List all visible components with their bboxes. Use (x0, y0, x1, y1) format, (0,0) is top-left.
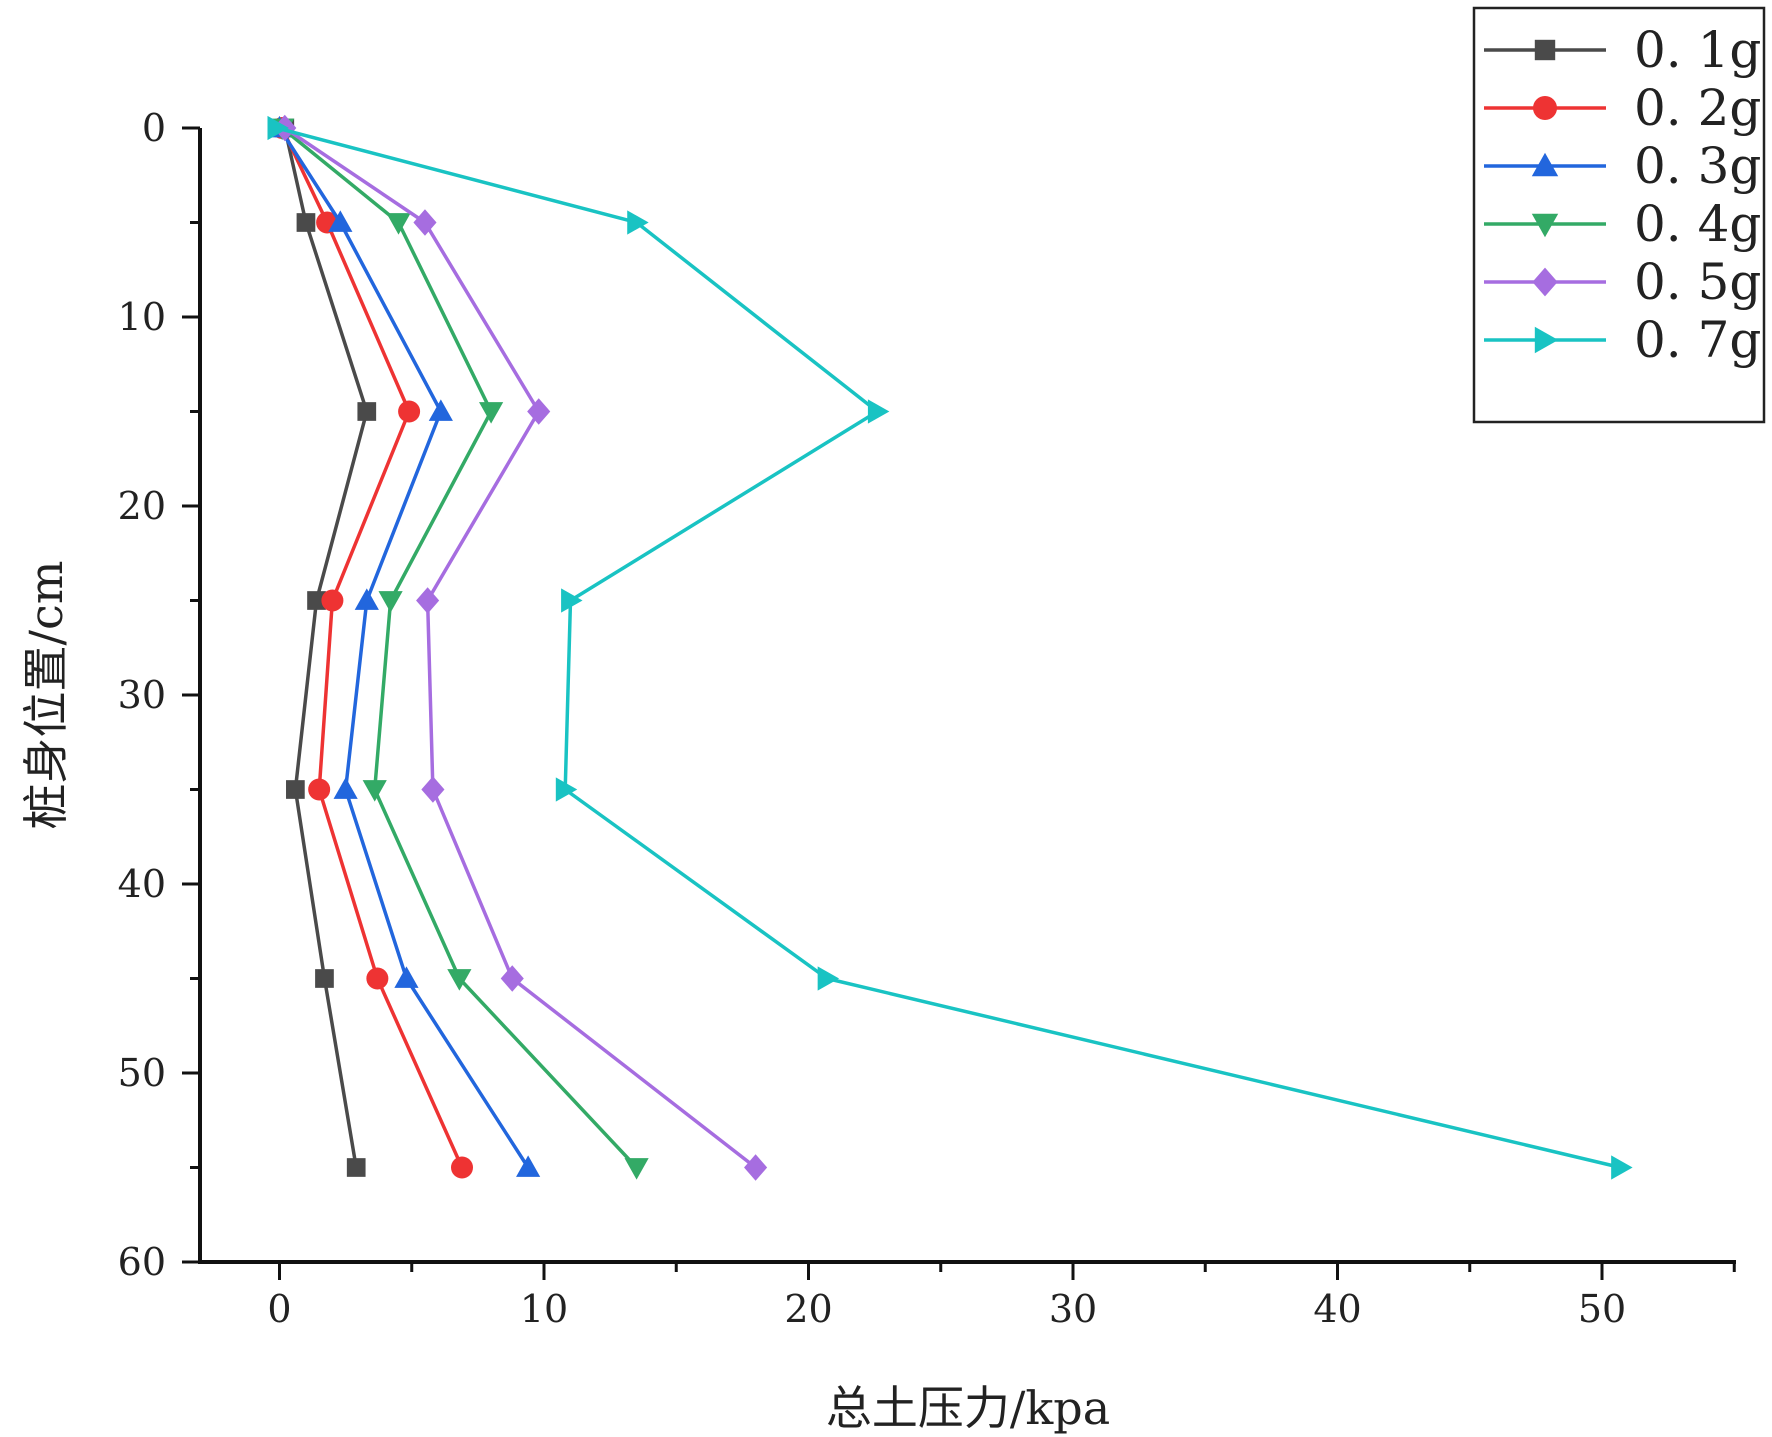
series-2-point-3 (354, 588, 379, 610)
legend-label-0: 0. 1g (1634, 21, 1761, 79)
series-2-point-4 (333, 777, 358, 799)
series-5-point-3 (561, 588, 583, 613)
legend-label-4: 0. 5g (1634, 253, 1761, 311)
series-2-point-2 (428, 399, 453, 421)
legend-item-4: 0. 5g (1484, 253, 1761, 311)
legend-item-3: 0. 4g (1484, 195, 1761, 253)
y-tick-label-10: 10 (118, 295, 166, 339)
series-5-point-2 (867, 399, 890, 424)
series-0-point-2 (357, 402, 377, 421)
series-1 (271, 117, 474, 1179)
series-line-5 (276, 126, 1621, 1170)
legend-marker-0 (1534, 39, 1556, 61)
legend-label-1: 0. 2g (1634, 79, 1761, 137)
series-3-point-3 (378, 591, 403, 613)
series-line-3 (280, 126, 638, 1169)
legend-item-2: 0. 3g (1484, 137, 1761, 195)
y-axis-title: 桩身位置/cm (19, 561, 73, 830)
legend-label-5: 0. 7g (1634, 311, 1761, 369)
x-tick-label-0: 0 (267, 1287, 291, 1331)
series-1-point-3 (321, 589, 344, 612)
series-0-point-6 (346, 1158, 366, 1177)
x-axis-title: 总土压力/kpa (826, 1381, 1110, 1435)
x-tick-label-40: 40 (1313, 1287, 1361, 1331)
series-2-point-5 (394, 966, 419, 988)
series-lines (267, 114, 1633, 1181)
x-tick-label-20: 20 (784, 1287, 832, 1331)
series-1-point-4 (308, 778, 331, 801)
series-4-point-1 (413, 209, 437, 236)
legend-marker-2 (1531, 152, 1559, 177)
y-tick-label-20: 20 (118, 484, 166, 528)
series-4-point-2 (527, 398, 551, 425)
x-tick-label-50: 50 (1578, 1287, 1626, 1331)
series-5-point-0 (267, 115, 289, 141)
y-tick-label-50: 50 (118, 1051, 166, 1095)
series-5 (267, 115, 1633, 1180)
legend-item-1: 0. 2g (1484, 79, 1761, 137)
series-1-point-2 (398, 400, 421, 423)
legend-box (1472, 6, 1766, 424)
series-2 (267, 115, 541, 1177)
series-4-point-5 (500, 965, 524, 992)
series-3-point-6 (624, 1158, 649, 1180)
series-3-point-2 (479, 402, 504, 424)
legend-item-5: 0. 7g (1484, 311, 1761, 369)
legend: 0. 1g0. 2g0. 3g0. 4g0. 5g0. 7g (1472, 6, 1766, 424)
series-3-point-1 (386, 213, 411, 235)
series-5-point-4 (555, 777, 578, 802)
series-4-point-6 (744, 1154, 768, 1181)
ticks: 0 10 20 30 40 50 60 0 10 20 30 40 50 (118, 106, 1736, 1331)
series-1-point-6 (451, 1156, 474, 1179)
series-5-point-6 (1611, 1155, 1633, 1180)
legend-label-3: 0. 4g (1634, 195, 1761, 253)
x-tick-label-10: 10 (520, 1287, 568, 1331)
legend-items: 0. 1g0. 2g0. 3g0. 4g0. 5g0. 7g (1484, 21, 1761, 369)
series-4-point-3 (416, 587, 440, 614)
legend-marker-1 (1533, 96, 1557, 120)
x-tick-label-30: 30 (1049, 1287, 1097, 1331)
series-0-point-3 (307, 591, 326, 610)
series-5-point-1 (627, 210, 649, 235)
legend-marker-5 (1534, 326, 1559, 354)
legend-marker-3 (1531, 213, 1559, 238)
legend-label-2: 0. 3g (1634, 137, 1761, 195)
series-2-point-1 (328, 210, 353, 232)
legend-item-0: 0. 1g (1484, 21, 1761, 79)
series-0-point-4 (286, 780, 305, 799)
series-3-point-4 (362, 780, 387, 802)
y-tick-label-60: 60 (118, 1240, 166, 1284)
legend-marker-4 (1532, 267, 1558, 297)
y-tick-label-40: 40 (118, 862, 166, 906)
series-4 (273, 114, 768, 1181)
y-tick-label-30: 30 (118, 673, 166, 717)
series-0-point-1 (296, 213, 316, 232)
series-2-point-6 (516, 1155, 541, 1177)
series-0-point-5 (315, 969, 334, 988)
series-5-point-5 (817, 966, 840, 991)
series-4-point-4 (421, 776, 445, 803)
y-tick-label-0: 0 (142, 106, 166, 150)
series-1-point-5 (366, 967, 389, 990)
series-3-point-5 (447, 969, 472, 991)
